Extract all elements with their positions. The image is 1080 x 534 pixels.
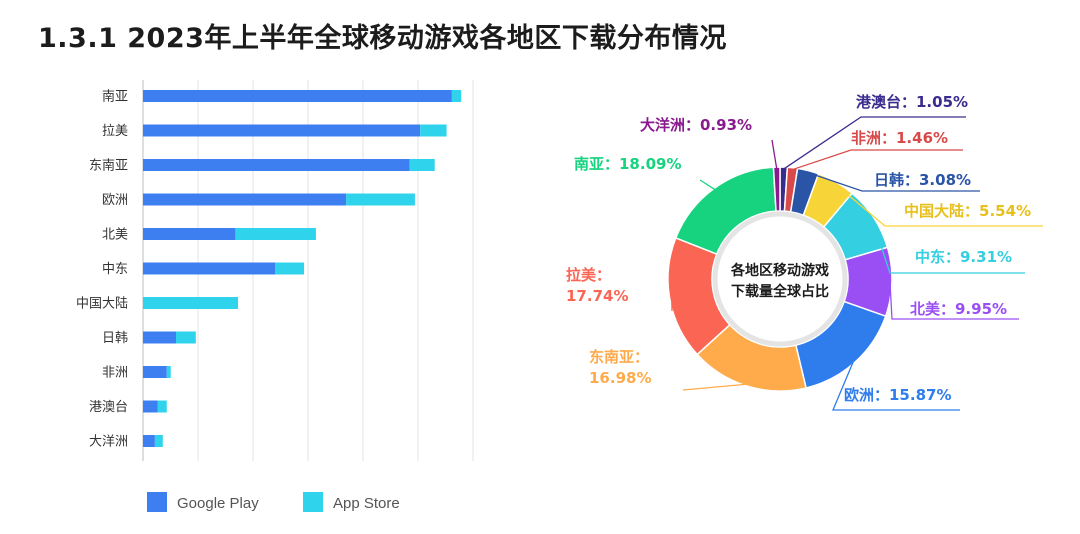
bar-category-label: 拉美: [102, 124, 128, 139]
donut-center-line-2: 下载量全球占比: [731, 283, 829, 300]
bar-category-label: 港澳台: [89, 399, 128, 415]
donut-callout-label: 东南亚：: [589, 348, 649, 366]
donut-center-line-1: 各地区移动游戏: [730, 262, 829, 279]
donut-center: 各地区移动游戏 下载量全球占比: [712, 211, 848, 347]
bar-segment-google-play: [143, 228, 236, 240]
donut-callout-line: [832, 360, 960, 411]
bar-category-label: 南亚: [102, 89, 128, 105]
donut-slice: [772, 166, 781, 212]
bar-segment-app-store: [275, 262, 305, 275]
bar-segment-app-store: [154, 435, 163, 447]
page-title: 1.3.1 2023年上半年全球移动游戏各地区下载分布情况: [38, 23, 727, 54]
bar-segment-app-store: [235, 228, 316, 240]
donut-callout-line: [792, 149, 963, 171]
bar-segment-google-play: [143, 124, 421, 137]
donut-callout-value: 17.74%: [566, 287, 628, 305]
bar-segment-app-store: [157, 400, 167, 413]
bar-segment-app-store: [346, 193, 415, 206]
bar-segment-google-play: [143, 400, 158, 413]
donut-callout-value: 16.98%: [589, 369, 651, 387]
donut-callout-label: 南亚：18.09%: [574, 155, 681, 173]
donut-callout-label: 欧洲：15.87%: [844, 386, 951, 404]
bar-category-label: 日韩: [102, 331, 128, 346]
legend-label-google-play: Google Play: [177, 495, 259, 512]
donut-callout-line: [771, 139, 778, 170]
bar-segment-app-store: [451, 90, 462, 102]
bar-segment-google-play: [143, 262, 275, 275]
bar-segment-google-play: [143, 193, 347, 206]
bar-segment-app-store: [409, 159, 435, 171]
donut-callout-line: [834, 183, 1043, 227]
bar-segment-google-play: [143, 366, 167, 378]
donut-callout-line: [699, 179, 716, 191]
donut-center-ring: [712, 211, 848, 347]
bar-segment-app-store: [420, 124, 447, 137]
donut-callout-line: [889, 281, 1019, 320]
donut-callouts: 港澳台：1.05% 非洲：1.46% 日韩：3.08% 中国大陆：5.54% 中东：9.…: [566, 93, 1043, 411]
donut-callout-label: 中国大陆：5.54%: [904, 202, 1031, 220]
bar-category-label: 中东: [102, 262, 128, 277]
donut-callout-label: 拉美：: [566, 266, 611, 284]
donut-callout-label: 非洲：1.46%: [851, 129, 948, 147]
bar-segment-google-play: [143, 435, 155, 447]
bar-category-label: 北美: [102, 228, 128, 243]
donut-callout-label: 日韩：3.08%: [874, 171, 971, 189]
donut-callout-label: 北美：9.95%: [910, 300, 1007, 318]
donut-callout-line: [783, 116, 966, 170]
bar-segment-google-play: [143, 90, 452, 102]
donut-callout-line: [682, 383, 748, 391]
donut-callout-label: 中东：9.31%: [915, 248, 1012, 266]
legend-swatch-google-play: [147, 492, 167, 512]
bar-legend: Google Play App Store: [147, 492, 400, 512]
donut-chart: [667, 166, 893, 392]
bar-segment-google-play: [143, 331, 176, 344]
bar-segment-app-store: [143, 297, 239, 309]
bar-category-label: 非洲: [102, 366, 128, 381]
legend-label-app-store: App Store: [333, 495, 400, 512]
donut-callout-line: [871, 218, 1025, 274]
bar-segment-google-play: [143, 159, 410, 171]
donut-callout-line: [807, 171, 980, 192]
bar-category-label: 欧洲: [102, 193, 128, 208]
bar-segment-app-store: [166, 366, 171, 378]
donut-callout-label: 大洋洲：0.93%: [640, 116, 752, 134]
bar-category-label: 中国大陆: [76, 296, 128, 312]
legend-swatch-app-store: [303, 492, 323, 512]
donut-callout-label: 港澳台：1.05%: [856, 93, 968, 111]
bar-segment-app-store: [176, 331, 196, 344]
bar-category-label: 东南亚: [89, 158, 128, 174]
bar-category-label: 大洋洲: [89, 435, 128, 450]
